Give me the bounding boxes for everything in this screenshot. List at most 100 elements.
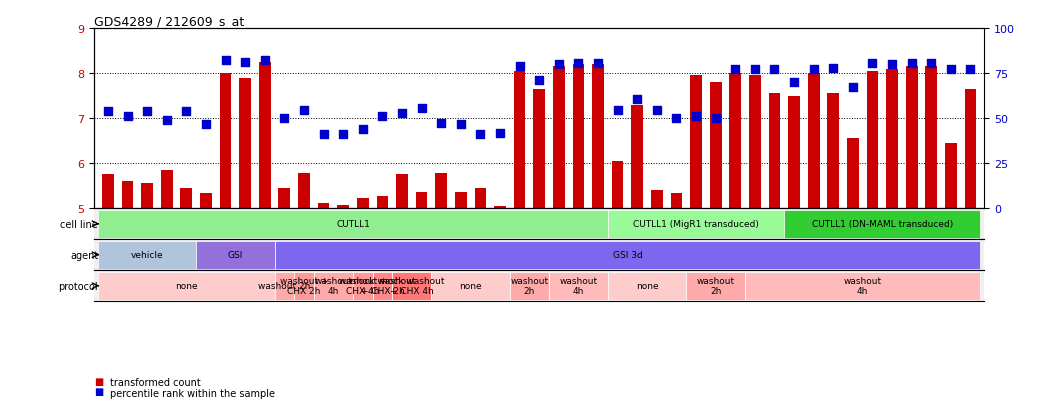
FancyBboxPatch shape [608,210,784,238]
Bar [220,74,231,209]
Text: washout
4h: washout 4h [559,276,598,296]
Text: none: none [460,282,482,290]
Bar [180,188,193,209]
Bar [573,65,584,209]
Bar [611,161,624,209]
Bar [279,188,290,209]
FancyBboxPatch shape [294,272,314,300]
Bar [436,174,447,209]
Point [276,116,293,122]
FancyBboxPatch shape [686,272,745,300]
Point [492,130,509,137]
Bar [651,191,663,209]
Text: none: none [175,282,198,290]
Point [864,61,881,67]
Point [884,62,900,68]
Bar [670,194,683,209]
Bar [514,71,526,209]
Point [708,116,725,122]
Point [315,131,332,138]
Point [785,80,802,86]
FancyBboxPatch shape [274,272,294,300]
Point [354,127,371,133]
Text: washout
2h: washout 2h [510,276,549,296]
Text: ■: ■ [94,387,104,396]
Point [178,109,195,115]
Point [295,107,312,114]
Point [374,113,391,120]
Text: percentile rank within the sample: percentile rank within the sample [110,388,275,398]
FancyBboxPatch shape [510,272,549,300]
Bar [259,63,271,209]
Point [845,85,862,92]
Bar [161,171,173,209]
Point [688,113,705,120]
FancyBboxPatch shape [608,272,686,300]
Bar [631,105,643,209]
Bar [357,199,369,209]
Text: none: none [636,282,659,290]
Bar [593,65,604,209]
FancyBboxPatch shape [784,210,980,238]
Point [629,97,646,103]
Text: vehicle: vehicle [131,251,163,260]
Bar [807,74,820,209]
Bar [454,193,467,209]
Bar [121,182,133,209]
Text: GSI: GSI [227,251,243,260]
Point [119,113,136,120]
Text: CUTLL1: CUTLL1 [336,220,370,229]
Bar [964,90,977,209]
Bar [945,144,957,209]
Point [452,121,469,128]
FancyBboxPatch shape [353,272,373,300]
Bar [416,193,427,209]
Point [609,107,626,114]
Bar [926,67,937,209]
FancyBboxPatch shape [98,272,274,300]
Point [531,77,548,84]
Point [257,58,273,64]
FancyBboxPatch shape [98,210,608,238]
Bar [553,67,564,209]
Bar [240,78,251,209]
FancyBboxPatch shape [745,272,980,300]
Point [551,62,567,68]
FancyBboxPatch shape [373,272,393,300]
Text: GSI 3d: GSI 3d [612,251,642,260]
Text: washout
2h: washout 2h [696,276,735,296]
Bar [102,175,114,209]
Point [922,61,939,67]
Text: ■: ■ [94,376,104,386]
Bar [298,174,310,209]
Bar [494,206,506,209]
Bar [710,83,721,209]
Bar [377,196,388,209]
Bar [533,90,545,209]
Bar [200,194,211,209]
Point [99,109,116,115]
Point [237,59,253,66]
FancyBboxPatch shape [98,241,196,269]
Point [825,65,842,72]
Point [589,61,606,67]
Bar [768,94,780,209]
FancyBboxPatch shape [196,241,274,269]
Bar [141,184,153,209]
Point [727,66,743,73]
FancyBboxPatch shape [549,272,608,300]
Bar [827,94,839,209]
Bar [906,67,917,209]
Text: washout +
CHX 4h: washout + CHX 4h [338,276,387,296]
Bar [317,203,330,209]
Point [648,107,665,114]
Text: CUTLL1 (DN-MAML transduced): CUTLL1 (DN-MAML transduced) [811,220,953,229]
Text: protocol: protocol [59,281,98,291]
Bar [867,71,878,209]
Bar [749,76,761,209]
Point [766,66,783,73]
Text: agent: agent [70,250,98,260]
Point [158,118,175,124]
Bar [730,74,741,209]
Text: cell line: cell line [61,219,98,229]
